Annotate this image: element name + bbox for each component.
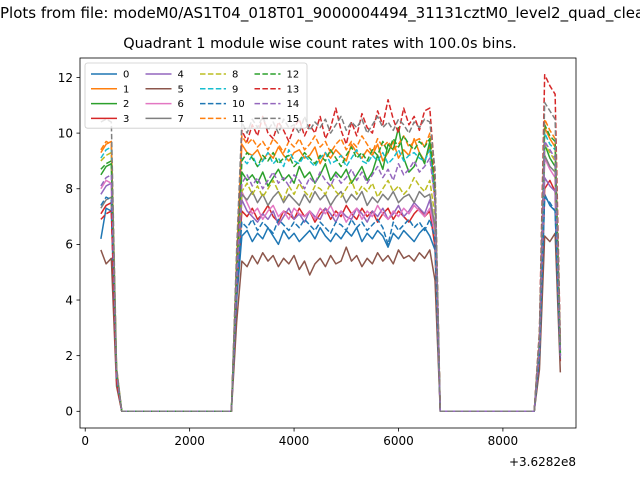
legend-label-2: 2 — [123, 99, 129, 110]
x-tick-label: 8000 — [488, 434, 519, 448]
legend-label-11: 11 — [232, 114, 245, 125]
series-line-5 — [100, 232, 562, 413]
series-line-14 — [100, 140, 562, 413]
chart-title: Quadrant 1 module wise count rates with … — [123, 36, 517, 52]
legend-label-3: 3 — [123, 114, 129, 125]
figure-suptitle: Plots from file: modeM0/AS1T04_018T01_90… — [0, 4, 640, 22]
series-line-15 — [100, 101, 562, 413]
y-tick-label: 6 — [65, 238, 73, 252]
axes-frame — [79, 57, 577, 429]
x-tick-label: 2000 — [174, 434, 205, 448]
legend-label-15: 15 — [287, 114, 300, 125]
series-line-1 — [100, 126, 562, 413]
x-tick-label: 4000 — [279, 434, 310, 448]
series-line-8 — [100, 143, 562, 413]
x-tick-label: 0 — [81, 434, 89, 448]
y-tick-label: 10 — [58, 126, 73, 140]
x-tick-label: 6000 — [383, 434, 414, 448]
legend-label-6: 6 — [178, 99, 184, 110]
legend-label-7: 7 — [178, 114, 184, 125]
series-line-10 — [100, 196, 562, 413]
series-line-0 — [100, 193, 562, 413]
legend-label-14: 14 — [287, 99, 300, 110]
x-axis-offset-text: +3.6282e8 — [509, 455, 576, 469]
legend-label-5: 5 — [178, 84, 184, 95]
y-axis-ticks: 0 2 4 6 8 10 12 — [58, 71, 80, 419]
x-axis-ticks: 0 2000 4000 6000 8000 — [81, 428, 518, 448]
legend-label-10: 10 — [232, 99, 245, 110]
y-tick-label: 12 — [58, 71, 73, 85]
series-line-2 — [100, 126, 562, 413]
y-tick-label: 4 — [65, 293, 73, 307]
legend-label-0: 0 — [123, 70, 129, 81]
plot-lines — [100, 73, 562, 413]
series-line-6 — [100, 157, 562, 413]
legend-label-1: 1 — [123, 84, 129, 95]
legend-label-4: 4 — [178, 70, 184, 81]
y-tick-label: 0 — [65, 405, 73, 419]
y-tick-label: 2 — [65, 349, 73, 363]
legend-label-12: 12 — [287, 70, 300, 81]
legend-label-13: 13 — [287, 84, 300, 95]
series-line-4 — [100, 176, 562, 413]
legend-box — [84, 62, 308, 129]
y-tick-label: 8 — [65, 182, 73, 196]
series-line-12 — [100, 124, 562, 413]
legend-label-9: 9 — [232, 84, 238, 95]
series-line-7 — [100, 154, 562, 413]
legend-label-8: 8 — [232, 70, 238, 81]
series-line-9 — [100, 132, 562, 413]
